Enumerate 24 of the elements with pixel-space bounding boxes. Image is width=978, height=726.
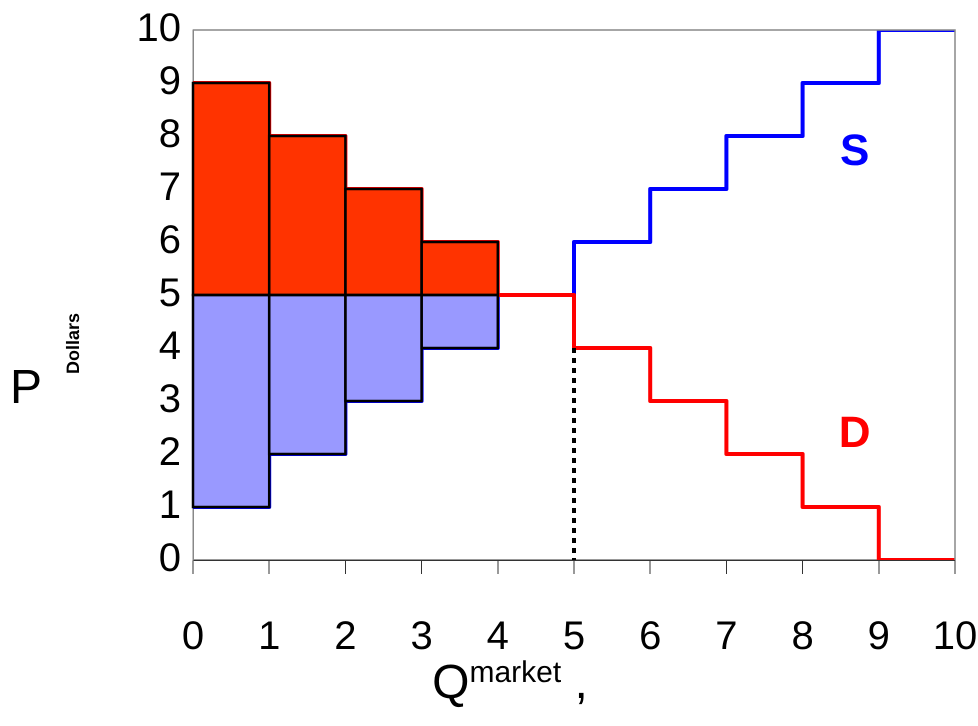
x-tick-label: 1 — [258, 614, 280, 658]
y-tick-label: 10 — [136, 6, 181, 50]
x-tick-label: 10 — [932, 614, 978, 658]
x-tick-label: 7 — [715, 614, 738, 658]
series-label: S — [840, 126, 870, 176]
y-tick-label: 5 — [158, 271, 181, 316]
x-tick-label: 2 — [334, 614, 357, 658]
y-tick-label: 9 — [158, 59, 181, 104]
y-tick-label: 6 — [158, 218, 181, 262]
y-tick-label: 8 — [158, 112, 181, 156]
x-axis-title: Q$^{market}$ , — [432, 656, 588, 709]
y-tick-label: 1 — [158, 483, 181, 528]
series-label: D — [838, 408, 871, 458]
y-tick-label: 3 — [158, 377, 181, 422]
y-tick-label: 2 — [158, 430, 181, 474]
x-tick-label: 3 — [410, 614, 433, 658]
y-tick-label: 7 — [158, 165, 181, 210]
x-tick-label: 5 — [562, 614, 586, 658]
x-tick-label: 9 — [868, 614, 890, 658]
y-tick-label: 4 — [158, 324, 181, 368]
x-tick-label: 6 — [639, 614, 662, 658]
x-tick-label: 8 — [791, 614, 814, 658]
y-tick-label: 0 — [158, 536, 181, 580]
x-tick-label: 4 — [486, 614, 509, 658]
